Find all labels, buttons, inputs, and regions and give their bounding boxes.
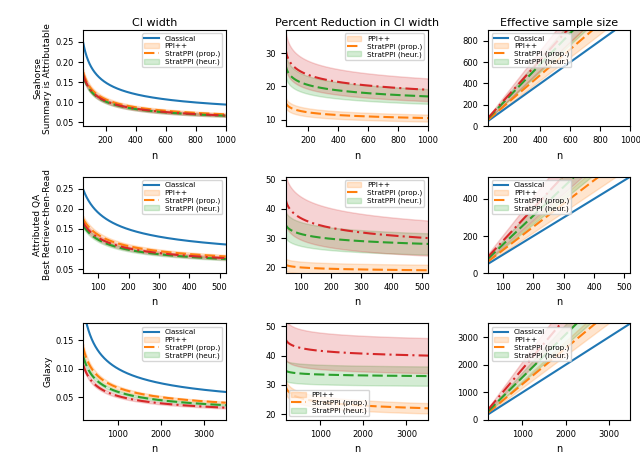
Legend: PPI++, StratPPI (prop.), StratPPI (heur.): PPI++, StratPPI (prop.), StratPPI (heur.… <box>289 390 369 416</box>
Title: CI width: CI width <box>132 17 177 28</box>
Title: Effective sample size: Effective sample size <box>500 17 618 28</box>
X-axis label: n: n <box>354 444 360 454</box>
X-axis label: n: n <box>151 444 157 454</box>
X-axis label: n: n <box>151 151 157 161</box>
Legend: PPI++, StratPPI (prop.), StratPPI (heur.): PPI++, StratPPI (prop.), StratPPI (heur.… <box>344 34 424 60</box>
Legend: PPI++, StratPPI (prop.), StratPPI (heur.): PPI++, StratPPI (prop.), StratPPI (heur.… <box>344 180 424 207</box>
Y-axis label: Seahorse
Summary is Attributable: Seahorse Summary is Attributable <box>33 22 52 134</box>
X-axis label: n: n <box>151 297 157 308</box>
X-axis label: n: n <box>354 297 360 308</box>
Legend: Classical, PPI++, StratPPI (prop.), StratPPI (heur.): Classical, PPI++, StratPPI (prop.), Stra… <box>492 327 572 361</box>
Y-axis label: Attributed QA
Best Retrieve-then-Read: Attributed QA Best Retrieve-then-Read <box>33 169 52 280</box>
Legend: Classical, PPI++, StratPPI (prop.), StratPPI (heur.): Classical, PPI++, StratPPI (prop.), Stra… <box>142 34 222 67</box>
Legend: Classical, PPI++, StratPPI (prop.), StratPPI (heur.): Classical, PPI++, StratPPI (prop.), Stra… <box>142 180 222 214</box>
Legend: Classical, PPI++, StratPPI (prop.), StratPPI (heur.): Classical, PPI++, StratPPI (prop.), Stra… <box>492 34 572 67</box>
X-axis label: n: n <box>354 151 360 161</box>
X-axis label: n: n <box>556 151 563 161</box>
Title: Percent Reduction in CI width: Percent Reduction in CI width <box>275 17 439 28</box>
X-axis label: n: n <box>556 297 563 308</box>
Y-axis label: Galaxy: Galaxy <box>44 356 52 387</box>
Legend: Classical, PPI++, StratPPI (prop.), StratPPI (heur.): Classical, PPI++, StratPPI (prop.), Stra… <box>142 327 222 361</box>
Legend: Classical, PPI++, StratPPI (prop.), StratPPI (heur.): Classical, PPI++, StratPPI (prop.), Stra… <box>492 180 572 214</box>
X-axis label: n: n <box>556 444 563 454</box>
